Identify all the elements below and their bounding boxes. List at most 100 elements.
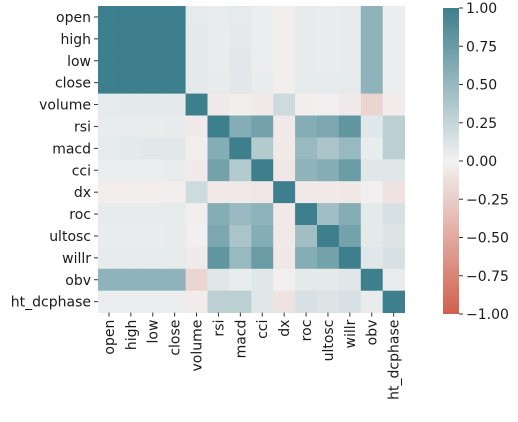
heatmap-cell bbox=[141, 246, 165, 270]
heatmap-cell bbox=[98, 181, 121, 204]
heatmap-cell bbox=[317, 6, 340, 29]
heatmap-cell bbox=[163, 225, 186, 248]
heatmap-cell bbox=[207, 159, 230, 182]
heatmap-cell bbox=[229, 225, 252, 248]
heatmap-cell bbox=[229, 159, 252, 182]
heatmap-cell bbox=[229, 49, 252, 73]
heatmap-cell bbox=[273, 203, 296, 226]
row-label: volume bbox=[39, 98, 91, 114]
heatmap-cell bbox=[273, 246, 296, 270]
heatmap-cell bbox=[141, 181, 165, 204]
heatmap-cell bbox=[251, 246, 274, 270]
heatmap-cell bbox=[360, 27, 384, 51]
heatmap-cell bbox=[295, 71, 318, 94]
heatmap-cell bbox=[338, 71, 362, 94]
heatmap-cell bbox=[98, 246, 121, 270]
row-label: dx bbox=[74, 185, 91, 201]
row-label: close bbox=[55, 76, 91, 92]
heatmap-cell bbox=[251, 225, 274, 248]
heatmap-cell bbox=[119, 6, 143, 29]
heatmap-cell bbox=[317, 225, 340, 248]
heatmap-cell bbox=[273, 268, 296, 292]
heatmap-cell bbox=[338, 137, 362, 160]
heatmap-cell bbox=[163, 290, 186, 313]
heatmap-cell bbox=[360, 93, 384, 116]
row-label: cci bbox=[72, 163, 91, 179]
heatmap-cell bbox=[360, 159, 384, 182]
heatmap-cell bbox=[98, 290, 121, 313]
heatmap-cell bbox=[229, 268, 252, 292]
heatmap-cell bbox=[382, 268, 405, 292]
column-label: dx bbox=[277, 320, 293, 337]
heatmap-cell bbox=[317, 181, 340, 204]
heatmap-cell bbox=[382, 6, 405, 29]
row-label: willr bbox=[62, 251, 91, 267]
heatmap-cell bbox=[229, 71, 252, 94]
heatmap-cell bbox=[185, 225, 208, 248]
heatmap-cell bbox=[251, 93, 274, 116]
heatmap-cell bbox=[295, 159, 318, 182]
heatmap-cell bbox=[163, 49, 186, 73]
heatmap-cell bbox=[251, 290, 274, 313]
heatmap-cell bbox=[229, 27, 252, 51]
heatmap-cell bbox=[338, 246, 362, 270]
column-label: close bbox=[168, 320, 184, 356]
column-label: ht_dcphase bbox=[387, 320, 403, 400]
heatmap-cell bbox=[317, 246, 340, 270]
heatmap-cell bbox=[207, 49, 230, 73]
heatmap-cell bbox=[295, 225, 318, 248]
heatmap-cells bbox=[98, 6, 405, 313]
heatmap-cell bbox=[185, 203, 208, 226]
colorbar-ticks: 1.00 0.75 0.50 0.25 0.00 −0.25 −0.50 −0.75 −1.00 bbox=[459, 1, 509, 323]
heatmap-cell bbox=[273, 290, 296, 313]
heatmap-cell bbox=[382, 115, 405, 138]
heatmap-cell bbox=[273, 49, 296, 73]
heatmap-cell bbox=[295, 203, 318, 226]
column-label: obv bbox=[365, 320, 381, 346]
heatmap-cell bbox=[229, 137, 252, 160]
heatmap-cell bbox=[360, 71, 384, 94]
column-label: willr bbox=[343, 319, 359, 348]
heatmap-cell bbox=[163, 6, 186, 29]
heatmap-cell bbox=[163, 115, 186, 138]
heatmap-cell bbox=[382, 159, 405, 182]
heatmap-cell bbox=[229, 246, 252, 270]
row-label: obv bbox=[65, 273, 91, 289]
heatmap-cell bbox=[317, 49, 340, 73]
colorbar-tick-label: −1.00 bbox=[466, 307, 509, 323]
heatmap-cell bbox=[207, 203, 230, 226]
heatmap-cell bbox=[360, 137, 384, 160]
heatmap-cell bbox=[273, 115, 296, 138]
colorbar bbox=[443, 8, 459, 314]
colorbar-tick-label: 0.75 bbox=[466, 39, 497, 55]
heatmap-cell bbox=[119, 290, 143, 313]
heatmap-cell bbox=[163, 137, 186, 160]
heatmap-cell bbox=[295, 181, 318, 204]
heatmap-cell bbox=[382, 49, 405, 73]
heatmap-cell bbox=[382, 290, 405, 313]
heatmap-cell bbox=[207, 93, 230, 116]
heatmap-cell bbox=[251, 159, 274, 182]
heatmap-cell bbox=[382, 137, 405, 160]
heatmap-cell bbox=[141, 268, 165, 292]
row-label: macd bbox=[52, 141, 91, 157]
heatmap-cell bbox=[295, 290, 318, 313]
heatmap-cell bbox=[317, 27, 340, 51]
heatmap-cell bbox=[360, 246, 384, 270]
heatmap-cell bbox=[382, 93, 405, 116]
column-label: open bbox=[102, 320, 118, 355]
heatmap-cell bbox=[360, 225, 384, 248]
heatmap-cell bbox=[295, 115, 318, 138]
heatmap-cell bbox=[185, 93, 208, 116]
heatmap-cell bbox=[98, 27, 121, 51]
colorbar-tick-label: −0.25 bbox=[466, 192, 509, 208]
heatmap-cell bbox=[338, 203, 362, 226]
heatmap-cell bbox=[98, 71, 121, 94]
heatmap-cell bbox=[273, 6, 296, 29]
colorbar-tick-label: 0.25 bbox=[466, 116, 497, 132]
heatmap-cell bbox=[119, 181, 143, 204]
colorbar-tick-label: −0.50 bbox=[466, 231, 509, 247]
heatmap-cell bbox=[141, 49, 165, 73]
heatmap-cell bbox=[251, 268, 274, 292]
